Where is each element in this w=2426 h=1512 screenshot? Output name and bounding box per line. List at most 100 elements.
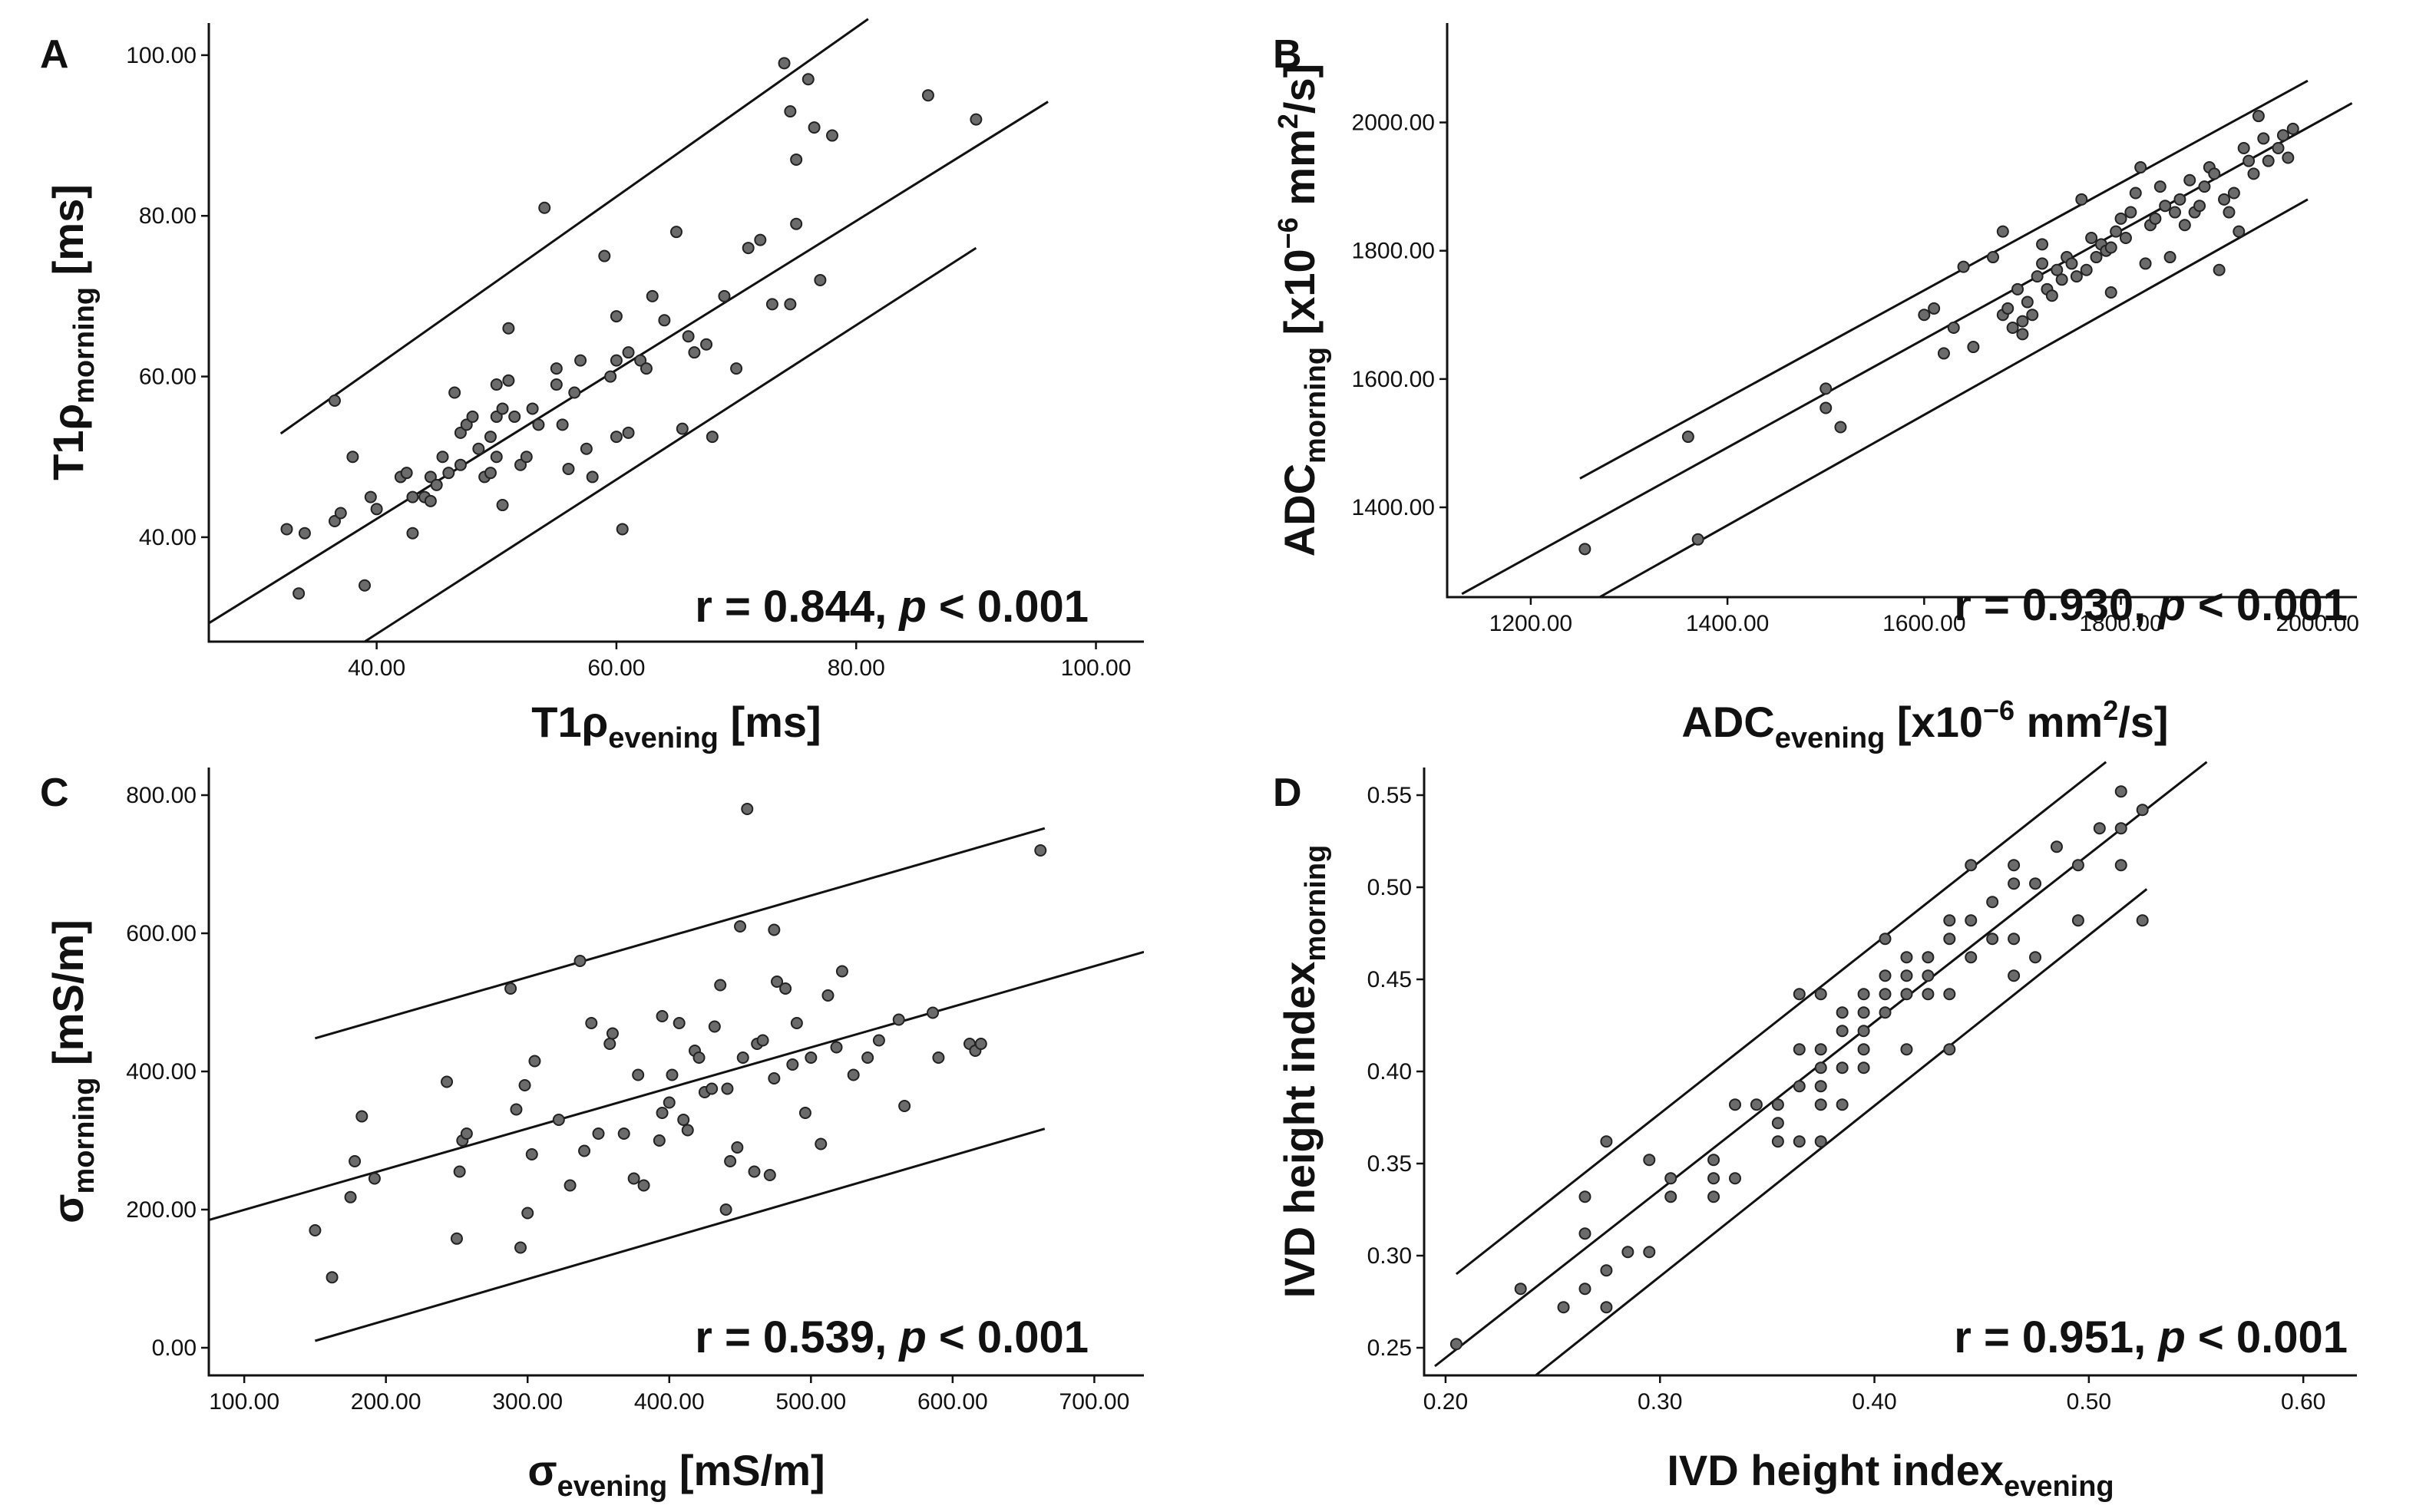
data-point: [518, 1079, 531, 1091]
data-point: [2001, 302, 2015, 315]
axes-frame: [207, 768, 1144, 1377]
data-point: [1900, 1043, 1913, 1056]
data-point: [808, 121, 821, 134]
data-point: [603, 1038, 616, 1050]
data-point: [1814, 1080, 1827, 1093]
data-point: [663, 1096, 676, 1109]
data-point: [328, 394, 341, 407]
data-point: [2008, 969, 2021, 982]
data-point: [1957, 260, 1970, 273]
data-point: [1900, 951, 1913, 964]
y-tick-label: 40.00: [139, 525, 197, 550]
data-point: [1771, 1117, 1784, 1130]
data-point: [1943, 933, 1956, 946]
data-point: [1879, 969, 1892, 982]
data-point: [830, 1041, 843, 1054]
data-point: [2218, 193, 2231, 206]
data-point: [658, 314, 671, 327]
data-point: [706, 1082, 719, 1095]
axes-frame: [207, 23, 1144, 643]
y-tick-label: 0.25: [1367, 1335, 1412, 1361]
data-point: [484, 467, 497, 480]
data-point: [2104, 286, 2117, 299]
data-point: [604, 370, 617, 383]
data-point: [538, 201, 551, 214]
data-point: [550, 362, 563, 375]
y-tick-label: 0.30: [1367, 1243, 1412, 1269]
data-point: [632, 1068, 645, 1081]
data-point: [1836, 1061, 1849, 1075]
data-point: [656, 1107, 669, 1119]
data-point: [1857, 988, 1870, 1001]
data-point: [364, 490, 377, 503]
data-point: [1928, 302, 1941, 315]
data-point: [1750, 1098, 1763, 1111]
data-point: [466, 410, 479, 423]
data-point: [442, 467, 455, 480]
data-point: [2080, 263, 2093, 276]
data-point: [1514, 1283, 1527, 1296]
data-point: [578, 1144, 591, 1157]
data-point: [2036, 257, 2049, 270]
data-point: [2031, 270, 2044, 283]
data-point: [574, 354, 587, 367]
data-point: [514, 1241, 527, 1254]
data-point: [814, 273, 827, 286]
x-tick-label: 1200.00: [1489, 611, 1572, 636]
data-point: [2169, 206, 2181, 219]
data-point: [763, 1169, 776, 1181]
data-point: [528, 1055, 541, 1068]
data-point: [2011, 282, 2024, 295]
data-point: [1793, 988, 1806, 1001]
data-point: [1034, 844, 1047, 857]
data-point: [1836, 1006, 1849, 1019]
data-point: [1937, 347, 1950, 360]
panels-group: A 40.00 60.00 80.00 100.00 40.00 60.00 80.00 100…: [40, 18, 2359, 1503]
data-point: [2227, 187, 2240, 200]
data-point: [1557, 1301, 1570, 1314]
data-point: [765, 298, 778, 311]
data-point: [1600, 1301, 1613, 1314]
y-tick-label: 0.55: [1367, 783, 1412, 808]
data-point: [2029, 877, 2042, 890]
data-point: [790, 217, 803, 230]
x-tick-label: 40.00: [348, 655, 405, 681]
data-point: [1643, 1154, 1656, 1167]
y-tick-label: 1600.00: [1352, 367, 1435, 392]
data-point: [514, 458, 527, 471]
data-point: [346, 451, 359, 464]
y-tick-label: 0.35: [1367, 1151, 1412, 1177]
data-point: [1814, 988, 1827, 1001]
data-point: [2070, 270, 2083, 283]
data-point: [504, 982, 517, 995]
data-point: [2114, 212, 2127, 225]
correlation-label: r = 0.930, p < 0.001: [1954, 580, 2348, 630]
data-point: [1643, 1246, 1656, 1259]
data-point: [2276, 129, 2289, 142]
data-point: [2257, 132, 2270, 145]
data-point: [368, 1172, 381, 1185]
data-point: [2173, 193, 2186, 206]
data-point: [2282, 151, 2295, 164]
data-point: [2163, 251, 2176, 264]
data-point: [586, 470, 599, 484]
x-tick-label: 0.20: [1423, 1389, 1468, 1415]
data-point: [1793, 1043, 1806, 1056]
y-tick-label: 100.00: [126, 43, 197, 68]
data-point: [552, 1114, 565, 1126]
data-point: [2071, 859, 2084, 872]
data-point: [802, 73, 815, 86]
data-point: [454, 458, 467, 471]
data-point: [784, 105, 797, 118]
data-point: [1857, 1006, 1870, 1019]
data-point: [1600, 1264, 1613, 1277]
data-point: [2178, 219, 2191, 232]
data-point: [2139, 257, 2152, 270]
data-point: [298, 527, 311, 540]
data-point: [779, 982, 792, 995]
data-point: [2008, 859, 2021, 872]
data-point: [328, 514, 341, 527]
data-point: [627, 1172, 640, 1185]
data-point: [1771, 1135, 1784, 1148]
